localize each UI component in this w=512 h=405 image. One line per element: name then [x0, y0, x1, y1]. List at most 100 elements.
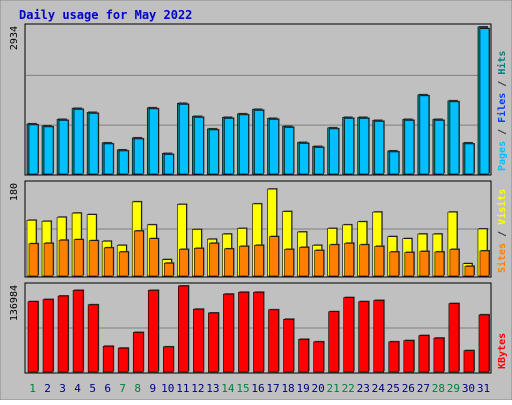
bar-kbytes-kbytes-6	[102, 345, 114, 373]
bar-kbytes-kbytes-13	[208, 312, 219, 373]
x-tick-label-1: 1	[29, 382, 36, 395]
bar-hits-files-10	[163, 154, 174, 175]
bar-hits-files-15	[239, 114, 249, 175]
bar-visits-sites-3	[58, 239, 69, 277]
x-tick-label-4: 4	[74, 382, 81, 395]
x-tick-label-13: 13	[206, 382, 219, 395]
bar-kbytes-kbytes-14	[223, 293, 234, 373]
bar-visits-sites-2	[43, 242, 54, 277]
x-tick-label-12: 12	[191, 382, 204, 395]
legend-visits-part-2: Visits	[496, 189, 508, 225]
x-axis-labels: 1 2 3 4 5 6 7 8 9 10 11 12 13 14 15 16 17 18 19 20 21 22 23 24 2…	[29, 382, 490, 395]
bar-visits-sites-28	[434, 251, 445, 277]
legend-kbytes: KBytes	[497, 333, 508, 369]
x-tick-label-23: 23	[357, 382, 370, 395]
bar-kbytes-kbytes-1	[27, 301, 39, 373]
bar-hits-files-31	[479, 28, 490, 175]
bar-kbytes-kbytes-4	[72, 290, 84, 373]
bar-hits-files-24	[374, 121, 385, 175]
x-tick-label-17: 17	[266, 382, 279, 395]
bar-kbytes-kbytes-23	[358, 301, 370, 373]
bar-hits-files-3	[58, 120, 69, 175]
bar-visits-sites-21	[329, 244, 339, 277]
bar-kbytes-kbytes-15	[238, 291, 249, 373]
bar-hits-files-8	[133, 138, 144, 175]
bar-hits-files-20	[314, 147, 324, 175]
bar-visits-sites-14	[224, 248, 234, 277]
x-tick-label-31: 31	[477, 382, 490, 395]
legend-hits-part-1: /	[497, 123, 508, 141]
bar-kbytes-kbytes-26	[403, 340, 415, 373]
x-tick-label-7: 7	[119, 382, 126, 395]
bar-visits-sites-10	[163, 262, 174, 277]
legend-hits-part-0: Pages	[497, 141, 508, 171]
max-label-hits: 2934	[9, 26, 20, 50]
legend-visits-part-1: /	[497, 225, 508, 243]
bar-visits-sites-29	[449, 249, 460, 277]
bar-visits-sites-27	[419, 251, 430, 277]
bar-hits-files-16	[254, 110, 264, 175]
bar-hits-files-30	[464, 143, 475, 175]
x-tick-label-27: 27	[417, 382, 430, 395]
bar-kbytes-kbytes-16	[253, 291, 264, 373]
x-tick-label-10: 10	[161, 382, 174, 395]
bar-hits-files-9	[148, 108, 159, 175]
x-tick-label-9: 9	[149, 382, 156, 395]
max-label-visits: 180	[9, 183, 20, 201]
x-tick-label-15: 15	[236, 382, 249, 395]
bar-kbytes-kbytes-29	[448, 303, 460, 373]
bar-kbytes-kbytes-11	[178, 285, 189, 373]
bar-hits-files-12	[194, 117, 204, 175]
chart-title: Daily usage for May 2022	[19, 8, 192, 22]
bar-hits-files-25	[389, 151, 400, 175]
bar-kbytes-kbytes-30	[463, 350, 475, 373]
x-tick-label-21: 21	[327, 382, 340, 395]
bar-hits-files-28	[434, 120, 445, 175]
bar-hits-files-21	[329, 128, 339, 175]
bar-hits-files-14	[224, 118, 234, 175]
bar-kbytes-kbytes-25	[388, 341, 400, 373]
bar-visits-sites-23	[359, 244, 370, 277]
bar-visits-sites-1	[28, 243, 39, 277]
x-tick-label-29: 29	[447, 382, 460, 395]
bar-hits-files-22	[344, 118, 355, 175]
bar-kbytes-kbytes-31	[478, 314, 490, 373]
bar-hits-files-23	[359, 118, 370, 175]
bar-visits-sites-8	[133, 230, 144, 277]
panel-visits: 180 Sites / Visits	[9, 180, 508, 278]
x-tick-label-6: 6	[104, 382, 111, 395]
legend-hits-part-4: Hits	[496, 51, 508, 75]
bar-kbytes-kbytes-17	[268, 309, 279, 373]
bar-hits-files-13	[209, 129, 219, 175]
bar-visits-sites-9	[148, 238, 159, 277]
bar-visits-sites-11	[179, 249, 189, 277]
bar-kbytes-kbytes-7	[117, 347, 129, 373]
bar-visits-sites-20	[314, 250, 324, 277]
bar-kbytes-kbytes-12	[193, 308, 204, 373]
bar-kbytes-kbytes-10	[162, 346, 174, 373]
bar-visits-sites-15	[239, 246, 249, 277]
bar-visits-sites-26	[404, 252, 415, 277]
bar-kbytes-kbytes-5	[87, 304, 99, 373]
bar-kbytes-kbytes-21	[328, 311, 339, 373]
legend-visits-part-0: Sites	[496, 243, 508, 273]
bar-kbytes-kbytes-3	[57, 295, 69, 373]
x-tick-label-30: 30	[462, 382, 475, 395]
bar-hits-files-6	[103, 143, 114, 175]
panel-hits: 2934 Pages / Files / Hits	[9, 23, 508, 176]
bar-hits-files-5	[88, 113, 99, 175]
bar-visits-sites-12	[194, 248, 204, 277]
bar-kbytes-kbytes-8	[132, 332, 144, 373]
x-tick-label-22: 22	[342, 382, 355, 395]
bar-kbytes-kbytes-24	[373, 300, 385, 373]
legend-hits: Pages / Files / Hits	[496, 51, 508, 171]
bar-kbytes-kbytes-9	[147, 290, 159, 373]
bar-hits-files-27	[419, 95, 430, 175]
bar-hits-files-26	[404, 120, 415, 175]
bar-visits-sites-17	[269, 236, 279, 277]
x-tick-label-2: 2	[44, 382, 51, 395]
x-tick-label-20: 20	[312, 382, 325, 395]
bar-kbytes-kbytes-28	[433, 337, 445, 373]
x-tick-label-28: 28	[432, 382, 445, 395]
